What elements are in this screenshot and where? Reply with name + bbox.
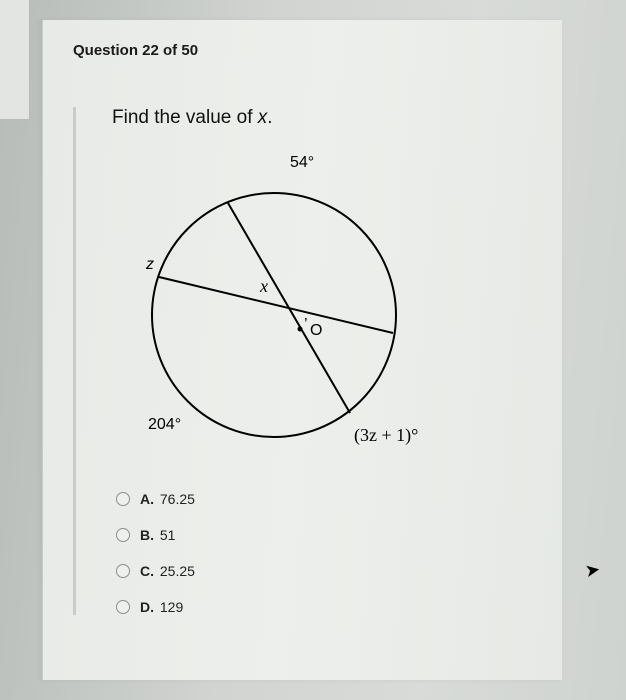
diagram-svg: 54° z x ’ O 204° (3z + 1)°	[104, 133, 444, 473]
label-o: O	[310, 322, 322, 339]
label-top-arc: 54°	[290, 154, 314, 171]
label-z: z	[145, 256, 154, 273]
option-letter: B.	[140, 527, 154, 543]
option-value: 25.25	[160, 563, 195, 579]
label-o-tick: ’	[304, 316, 308, 333]
option-c[interactable]: C. 25.25	[116, 563, 542, 579]
chord-2	[228, 203, 350, 413]
option-a[interactable]: A. 76.25	[116, 491, 542, 507]
option-label: A. 76.25	[140, 491, 195, 507]
radio-icon	[116, 564, 130, 578]
question-prompt: Find the value of x.	[112, 107, 542, 129]
radio-icon	[116, 492, 130, 506]
radio-icon	[116, 528, 130, 542]
prompt-variable: x	[258, 107, 268, 128]
geometry-diagram: 54° z x ’ O 204° (3z + 1)°	[104, 133, 444, 473]
option-letter: D.	[140, 599, 154, 615]
prompt-text: Find the value of	[112, 107, 258, 128]
question-panel: Question 22 of 50 Find the value of x. 5…	[42, 20, 562, 680]
center-dot	[298, 327, 303, 332]
circle	[152, 193, 396, 437]
label-br-expr: (3z + 1)°	[354, 425, 418, 446]
cursor-icon: ➤	[583, 559, 602, 582]
option-b[interactable]: B. 51	[116, 527, 542, 543]
label-bl-arc: 204°	[148, 416, 181, 433]
option-value: 51	[160, 527, 176, 543]
option-letter: C.	[140, 563, 154, 579]
question-content: Find the value of x. 54° z x ’ O 204° (3…	[73, 107, 542, 615]
option-d[interactable]: D. 129	[116, 599, 542, 615]
label-x: x	[259, 276, 268, 296]
option-value: 76.25	[160, 491, 195, 507]
option-letter: A.	[140, 491, 154, 507]
option-value: 129	[160, 599, 183, 615]
window-edge	[0, 0, 30, 120]
question-counter: Question 22 of 50	[73, 42, 542, 59]
answer-options: A. 76.25 B. 51 C. 25.25 D. 129	[116, 491, 542, 615]
option-label: C. 25.25	[140, 563, 195, 579]
radio-icon	[116, 600, 130, 614]
option-label: D. 129	[140, 599, 183, 615]
prompt-suffix: .	[267, 107, 272, 128]
option-label: B. 51	[140, 527, 175, 543]
